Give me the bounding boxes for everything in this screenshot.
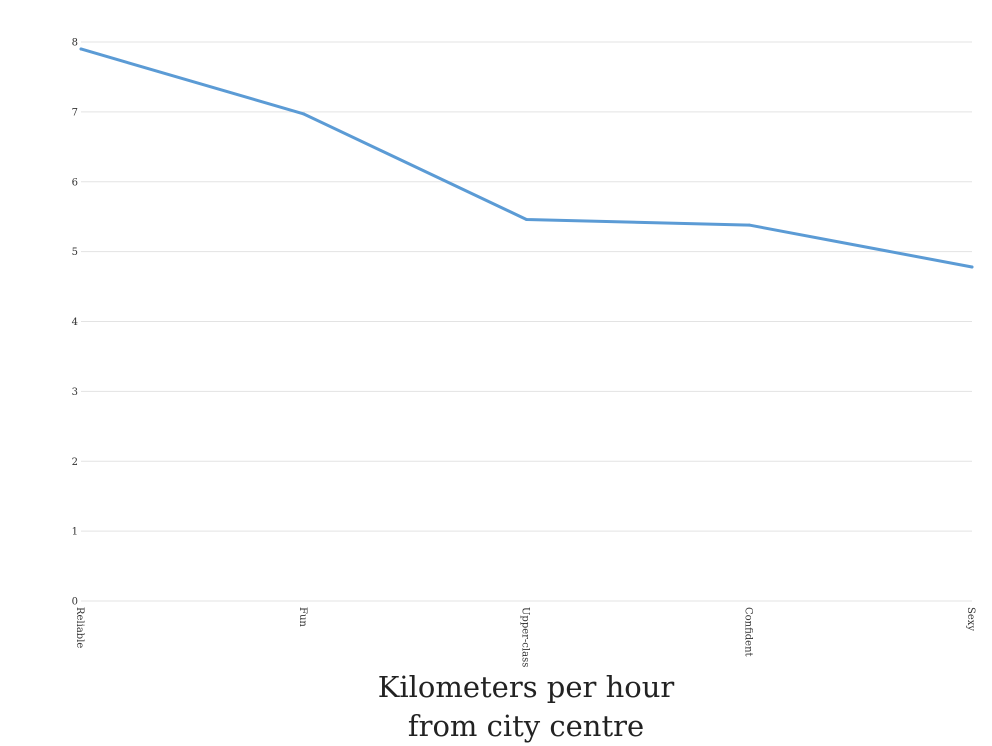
y-axis-ticks: 0 1 2 3 4 5 6 7 8 — [72, 38, 78, 608]
x-axis-ticks: Reliable Fun Upper-class Confident Sexy — [74, 607, 976, 667]
y-tick-label: 4 — [72, 317, 78, 328]
y-tick-label: 6 — [72, 177, 78, 188]
y-tick-label: 0 — [72, 597, 78, 608]
x-tick-label: Reliable — [74, 607, 85, 648]
data-point-reliable — [79, 47, 83, 51]
x-tick-label: Confident — [742, 607, 753, 657]
y-tick-label: 2 — [72, 457, 78, 468]
y-tick-label: 5 — [72, 247, 78, 258]
data-point-upper-class — [525, 217, 528, 221]
x-tick-label: Fun — [297, 607, 308, 627]
line-chart: 0 1 2 3 4 5 6 7 8 Reliable Fun Upper-class Confiden… — [72, 38, 976, 668]
series-line — [79, 47, 974, 269]
data-point-fun — [302, 112, 306, 116]
y-tick-label: 8 — [72, 38, 78, 49]
y-tick-label: 1 — [72, 527, 78, 538]
y-tick-label: 7 — [72, 107, 78, 118]
series-layer — [79, 47, 974, 269]
x-tick-label: Upper-class — [520, 607, 531, 667]
x-tick-label: Sexy — [965, 607, 976, 631]
data-point-confident — [747, 223, 751, 227]
x-axis-label: Kilometers per hour from city centre — [377, 670, 675, 743]
grid-lines — [81, 41, 972, 602]
y-tick-label: 3 — [72, 387, 78, 398]
data-point-sexy — [970, 265, 974, 269]
